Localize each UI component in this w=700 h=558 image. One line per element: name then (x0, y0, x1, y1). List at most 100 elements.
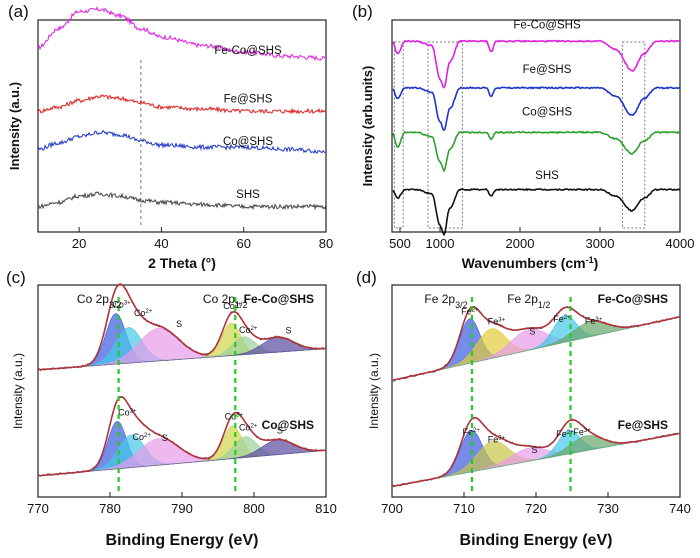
component-label-sup: 2+ (251, 326, 258, 332)
x-tick-label: 730 (597, 501, 619, 516)
x-tick-label: 770 (27, 501, 49, 516)
plot-frame (37, 284, 327, 498)
x-tick-label: 3000 (586, 236, 615, 251)
component-label-sup: 2+ (473, 428, 480, 434)
x-tick-label: 2000 (506, 236, 535, 251)
component-label: Fe3+ (488, 317, 506, 327)
component-label: Fe2+ (461, 307, 479, 317)
component-label: S (162, 433, 168, 443)
y-axis-title: Intensity (arb.units) (360, 66, 375, 187)
x-tick-label: 60 (236, 236, 250, 251)
plot-frame (391, 284, 681, 498)
fit-envelope (37, 283, 326, 371)
component-label-sup: 3+ (498, 318, 505, 324)
series-label: Fe-Co@SHS (513, 19, 581, 31)
component-label-sup: 3+ (124, 300, 131, 306)
component-label-sup: 2+ (144, 433, 151, 439)
x-tick-label: 790 (171, 501, 193, 516)
component-label-sup: 3+ (236, 412, 243, 418)
component-label: Co2+ (239, 423, 258, 433)
fit-envelope (391, 306, 681, 382)
panel-b: 500 1000 2000 3000 4000 Fe-Co@SHS Fe@SHS Co@SHS… (352, 2, 694, 271)
fit-envelope (391, 416, 681, 488)
component-label: Co3+ (223, 301, 242, 311)
series-line-Fe-Co@SHS (37, 6, 327, 62)
sample-label: Co@SHS (262, 418, 314, 432)
x-axis-title: 2 Theta (°) (148, 255, 216, 271)
component-label-sup: 2+ (145, 309, 152, 315)
x-tick-label: 80 (319, 236, 333, 251)
sample-label: Fe-Co@SHS (244, 292, 314, 306)
y-axis-title: Intensity (a.u.) (367, 353, 381, 429)
x-tick-label: 40 (154, 236, 168, 251)
sample-label: Fe@SHS (618, 418, 668, 432)
x-tick-label: 800 (243, 501, 265, 516)
x-tick-label: 1000 (426, 236, 455, 251)
orbital-label-sub: 3/2 (455, 300, 468, 310)
series-line-SHS (392, 187, 681, 237)
orbital-label: Fe 2p1/2 (507, 292, 550, 310)
y-axis-title: Intensity (a.u.) (11, 353, 25, 429)
component-label: Fe3+ (573, 427, 591, 437)
component-label: S (532, 445, 538, 455)
panel-label: (b) (352, 2, 373, 21)
component-label-sup: 2+ (472, 308, 479, 314)
x-tick-label: 780 (99, 501, 121, 516)
x-axis-title: Wavenumbers (cm-1) (462, 255, 599, 271)
plot-frame (37, 19, 327, 233)
series-line-Fe@SHS (392, 86, 681, 132)
series-label: Co@SHS (223, 136, 273, 148)
component-label: S (277, 426, 283, 436)
component-label: Co2+ (134, 308, 153, 318)
plot-frame (391, 19, 681, 233)
fit-envelope (37, 396, 327, 477)
y-axis-title: Intensity (a.u.) (7, 82, 22, 170)
component-label-sup: 3+ (235, 302, 242, 308)
component-label: Fe3+ (585, 316, 603, 326)
x-axis-title: Binding Energy (eV) (106, 532, 259, 549)
x-axis-title: Binding Energy (eV) (460, 532, 613, 549)
component-label: Fe3+ (488, 434, 506, 444)
sample-label: Fe-Co@SHS (598, 292, 668, 306)
orbital-label: Co 2p3/2 (77, 292, 122, 310)
panel-label: (a) (8, 2, 29, 21)
x-tick-label: 810 (315, 501, 337, 516)
x-tick-label: 710 (453, 501, 475, 516)
component-label-sup: 3+ (595, 317, 602, 323)
x-axis-title-tail: ) (594, 255, 599, 271)
orbital-label-sub: 1/2 (235, 300, 248, 310)
series-line-SHS (37, 191, 327, 211)
series-label: Fe@SHS (523, 64, 572, 76)
series-label: Fe@SHS (224, 94, 273, 106)
x-axis-title-sup: -1 (586, 255, 594, 265)
panel-label: (d) (356, 268, 377, 287)
component-label-sup: 2+ (564, 315, 571, 321)
orbital-label: Fe 2p3/2 (424, 292, 467, 310)
component-label-sup: 3+ (584, 428, 591, 434)
raw-spectrum (37, 396, 327, 477)
series-line-Co@SHS (392, 130, 681, 173)
component-label: Co2+ (239, 325, 258, 335)
component-label: Co3+ (112, 299, 131, 309)
component-label: S (529, 327, 535, 337)
component-label-sup: 3+ (498, 435, 505, 441)
highlight-box (393, 41, 404, 229)
series-label: SHS (535, 170, 559, 182)
component-label: S (176, 319, 182, 329)
series-line-Fe@SHS (37, 94, 327, 115)
orbital-label-sub: 1/2 (538, 300, 551, 310)
component-label: Fe2+ (553, 314, 571, 324)
x-tick-label: 20 (72, 236, 86, 251)
x-tick-label: 500 (389, 236, 411, 251)
component-label: Co3+ (225, 411, 244, 421)
x-tick-label: 740 (669, 501, 691, 516)
x-tick-label: 4000 (666, 236, 695, 251)
component-label: Co3+ (118, 408, 137, 418)
series-label: Co@SHS (522, 106, 572, 118)
panel-d: 700 710 720 730 740 Fe2+ Fe3+ S Fe2+ Fe3+ Fe-Co@SH… (356, 268, 691, 549)
component-label: S (286, 326, 292, 336)
component-label-sup: 3+ (130, 409, 137, 415)
x-tick-label: 720 (525, 501, 547, 516)
x-tick-label: 700 (381, 501, 403, 516)
